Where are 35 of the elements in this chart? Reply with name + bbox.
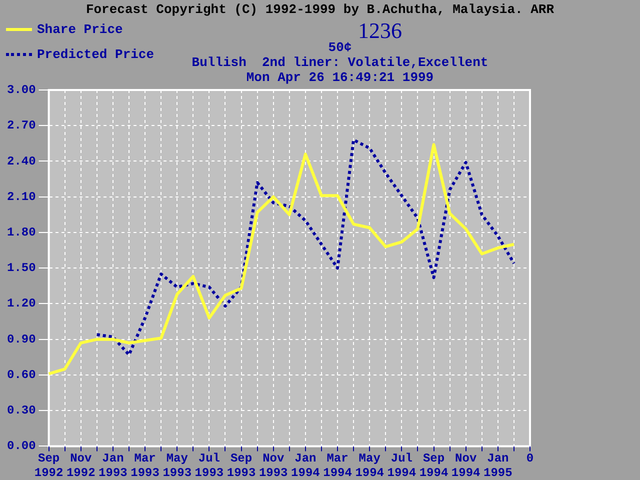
x-tick-label: May 1994 (355, 451, 384, 480)
y-tick-label: 2.40 (6, 154, 36, 168)
line-series (95, 138, 516, 356)
y-tick-label: 3.00 (6, 83, 36, 98)
y-tick-label: 0.90 (6, 332, 36, 346)
y-tick-label: 2.10 (6, 190, 36, 204)
x-tick-label: Nov 1993 (258, 451, 288, 480)
y-tick-label: 1.50 (6, 261, 36, 276)
y-tick-label: 0.00 (6, 439, 36, 454)
x-tick-label: Sep 1992 (34, 451, 64, 480)
x-tick-label: May 1993 (162, 451, 192, 480)
text: Mon Apr 26 16:49:21 1999 (245, 70, 435, 85)
x-tick-label: Jan 1994 (291, 451, 320, 480)
x-tick-label: Jan 1993 (98, 451, 128, 480)
x-tick-label: Nov 1992 (66, 451, 96, 480)
y-tick-label: 1.20 (6, 296, 36, 311)
x-tick-label: Jul 1994 (387, 451, 416, 480)
legend-label: Share Price (37, 22, 123, 37)
chart-subtitle: 1236 (358, 18, 402, 43)
x-tick-label: Nov 1994 (451, 451, 480, 480)
x-tick-label: Jan 1995 (484, 451, 512, 480)
chart-title: Forecast Copyright (C) 1992-1999 by B.Achutha, Malaysia. ARR (84, 2, 556, 17)
text: 50¢ (328, 40, 352, 55)
legend-label: Predicted Price (37, 47, 154, 62)
x-tick-label: Mar 1994 (323, 451, 352, 480)
y-tick-label: 0.60 (6, 368, 36, 382)
text: Bullish 2nd liner: Volatile,Excellent (190, 55, 490, 70)
x-tick-label: 0 (526, 451, 534, 466)
x-tick-label: Jul 1993 (194, 451, 224, 480)
x-tick-label: Mar 1993 (130, 451, 160, 480)
y-tick-label: 0.30 (6, 404, 36, 418)
y-tick-label: 1.80 (6, 225, 36, 240)
y-tick-label: 2.70 (6, 118, 36, 133)
x-tick-label: Sep 1993 (226, 451, 256, 480)
x-tick-label: Sep 1994 (419, 451, 448, 480)
